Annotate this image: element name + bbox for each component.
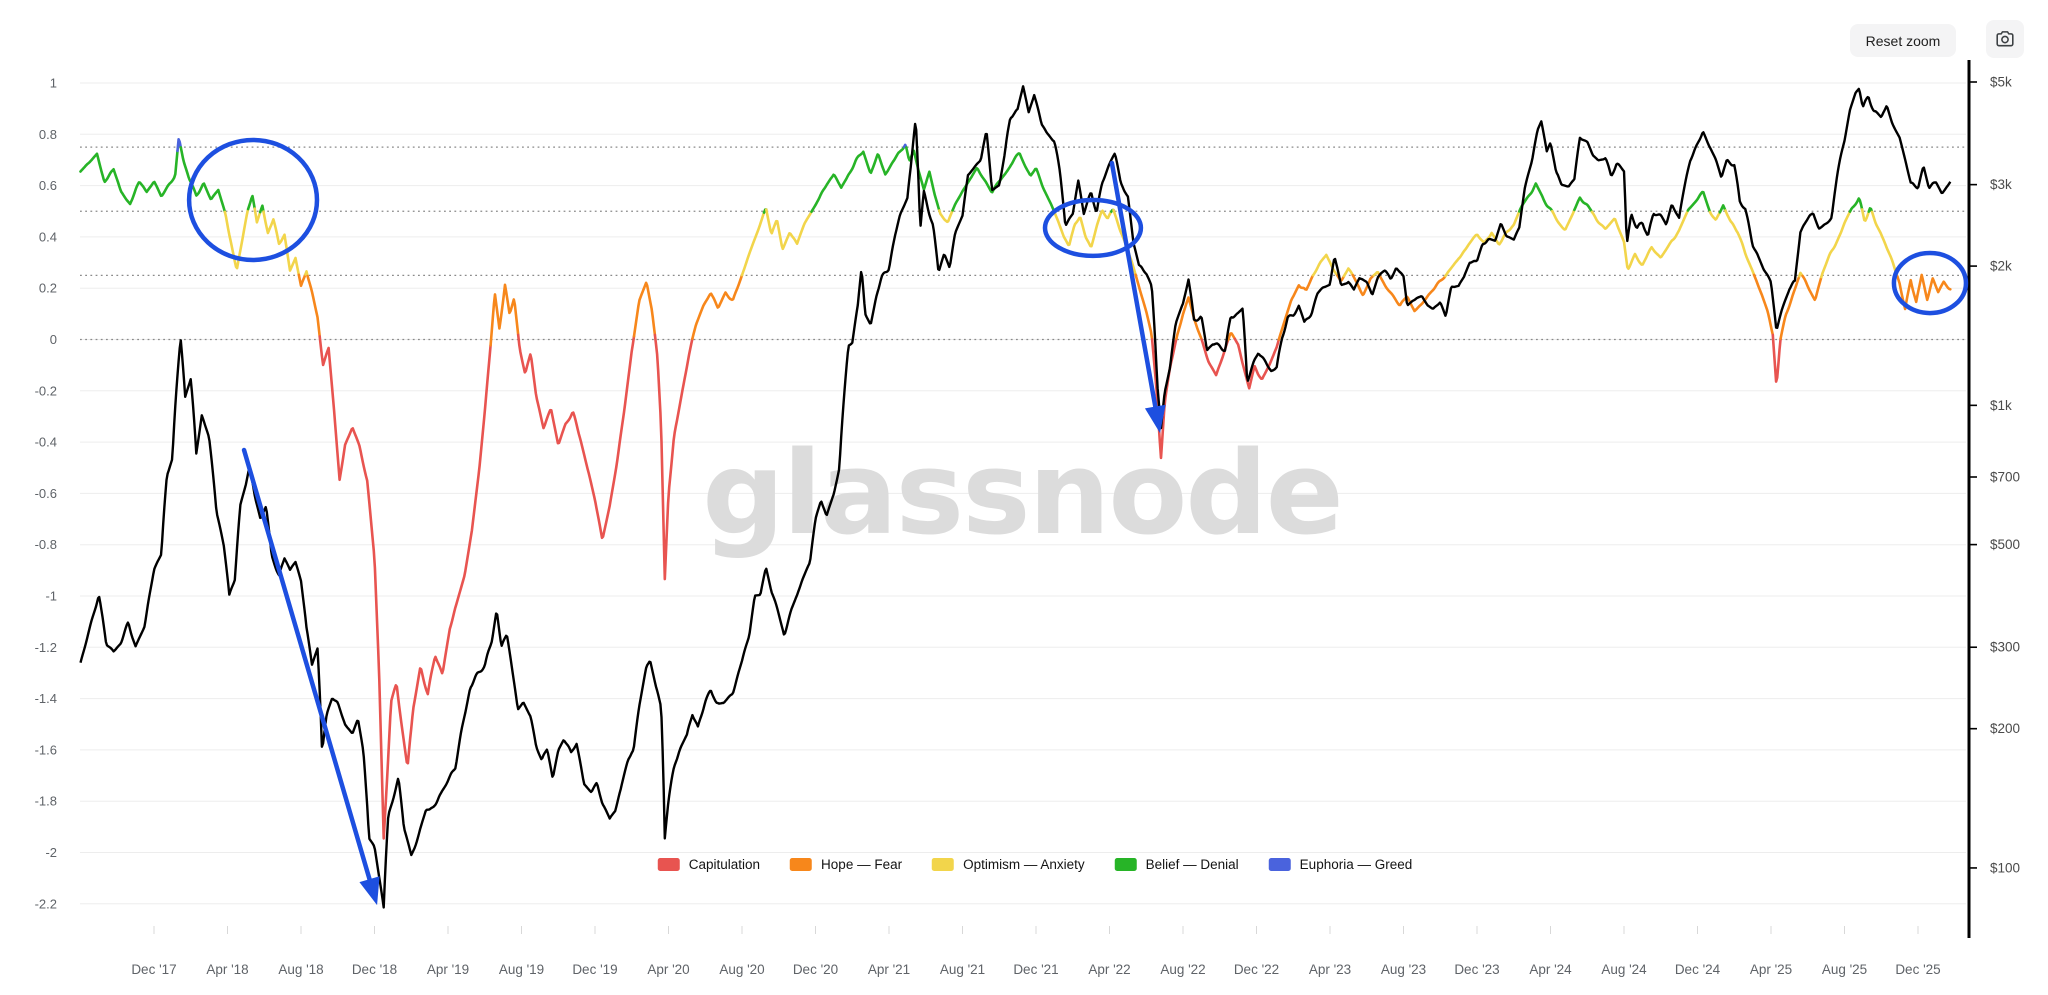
legend-label: Capitulation	[688, 857, 761, 872]
svg-text:Dec '20: Dec '20	[793, 962, 838, 977]
svg-text:Aug '24: Aug '24	[1601, 962, 1647, 977]
svg-text:-0.6: -0.6	[35, 486, 57, 501]
reset-zoom-button[interactable]: Reset zoom	[1850, 24, 1956, 57]
svg-text:Aug '25: Aug '25	[1822, 962, 1867, 977]
svg-text:-2: -2	[45, 845, 57, 860]
annotation-arrowhead	[1144, 404, 1166, 434]
svg-text:Dec '18: Dec '18	[352, 962, 397, 977]
svg-text:-1.8: -1.8	[35, 794, 57, 809]
svg-text:0.6: 0.6	[39, 178, 57, 193]
svg-text:$3k: $3k	[1990, 177, 2012, 192]
svg-text:$5k: $5k	[1990, 75, 2012, 90]
svg-text:$300: $300	[1990, 640, 2020, 655]
chart-legend: Capitulation Hope — Fear Optimism — Anxiet…	[657, 857, 1413, 872]
svg-text:Apr '23: Apr '23	[1309, 962, 1351, 977]
annotation-arrow-line	[1109, 160, 1160, 418]
left-axis-labels: 1 0.8 0.6 0.4 0.2 0 -0.2 -0.4 -0.6 -0.8 -1 -1.2 -1.4…	[35, 76, 57, 912]
svg-text:Apr '19: Apr '19	[427, 962, 469, 977]
annotations	[186, 137, 1969, 906]
svg-text:Dec '23: Dec '23	[1454, 962, 1499, 977]
svg-text:$200: $200	[1990, 721, 2020, 736]
svg-text:Apr '20: Apr '20	[647, 962, 689, 977]
svg-text:-0.2: -0.2	[35, 383, 57, 398]
svg-text:0.8: 0.8	[39, 127, 57, 142]
annotation-arrow-line	[241, 447, 375, 891]
svg-text:-0.4: -0.4	[35, 435, 57, 450]
annotation-circle	[1891, 250, 1969, 316]
glassnode-watermark: glassnode	[702, 427, 1341, 561]
legend-swatch	[1268, 858, 1291, 871]
svg-text:1: 1	[50, 76, 57, 91]
svg-text:-1: -1	[45, 589, 57, 604]
svg-text:Aug '18: Aug '18	[278, 962, 323, 977]
legend-item-optimism-anxiety[interactable]: Optimism — Anxiety	[932, 857, 1085, 872]
svg-text:-1.6: -1.6	[35, 742, 57, 757]
svg-text:Apr '24: Apr '24	[1529, 962, 1572, 977]
legend-swatch	[1114, 858, 1137, 871]
svg-text:$1k: $1k	[1990, 398, 2012, 413]
right-axis: $5k $3k $2k $1k $700 $500 $300 $200 $100	[1967, 60, 2020, 938]
legend-swatch	[790, 858, 813, 871]
legend-label: Euphoria — Greed	[1299, 857, 1413, 872]
svg-text:Aug '21: Aug '21	[940, 962, 985, 977]
gridlines	[80, 82, 1966, 905]
legend-item-capitulation[interactable]: Capitulation	[657, 857, 761, 872]
svg-text:Apr '22: Apr '22	[1088, 962, 1130, 977]
svg-text:Dec '19: Dec '19	[572, 962, 617, 977]
legend-label: Belief — Denial	[1145, 857, 1239, 872]
svg-text:Apr '25: Apr '25	[1750, 962, 1792, 977]
svg-text:0: 0	[50, 332, 57, 347]
svg-text:Apr '21: Apr '21	[868, 962, 910, 977]
svg-text:Aug '20: Aug '20	[719, 962, 764, 977]
svg-text:Aug '19: Aug '19	[499, 962, 544, 977]
svg-text:0.4: 0.4	[39, 229, 57, 244]
camera-button[interactable]	[1986, 20, 2024, 58]
svg-text:-1.4: -1.4	[35, 691, 57, 706]
svg-text:$500: $500	[1990, 537, 2020, 552]
svg-text:$700: $700	[1990, 470, 2020, 485]
legend-item-euphoria-greed[interactable]: Euphoria — Greed	[1268, 857, 1413, 872]
legend-swatch	[657, 858, 680, 871]
svg-text:Dec '25: Dec '25	[1895, 962, 1940, 977]
svg-text:-2.2: -2.2	[35, 896, 57, 911]
annotation-arrowhead	[359, 876, 380, 906]
legend-label: Hope — Fear	[821, 857, 903, 872]
svg-text:Dec '21: Dec '21	[1013, 962, 1058, 977]
legend-label: Optimism — Anxiety	[963, 857, 1085, 872]
price-series	[79, 85, 1952, 909]
svg-text:$100: $100	[1990, 860, 2020, 875]
svg-text:Aug '23: Aug '23	[1381, 962, 1426, 977]
svg-text:Apr '18: Apr '18	[206, 962, 248, 977]
legend-swatch	[932, 858, 955, 871]
svg-text:-0.8: -0.8	[35, 537, 57, 552]
x-axis-labels: Dec '17 Apr '18 Aug '18 Dec '18 Apr '19 Aug '…	[131, 926, 1941, 977]
annotation-circle	[186, 137, 320, 263]
svg-text:-1.2: -1.2	[35, 640, 57, 655]
svg-text:0.2: 0.2	[39, 281, 57, 296]
svg-text:$2k: $2k	[1990, 259, 2012, 274]
svg-text:Dec '24: Dec '24	[1675, 962, 1721, 977]
annotation-circle	[1042, 197, 1144, 259]
svg-text:Dec '17: Dec '17	[131, 962, 176, 977]
svg-text:Dec '22: Dec '22	[1234, 962, 1279, 977]
legend-item-belief-denial[interactable]: Belief — Denial	[1114, 857, 1239, 872]
camera-icon	[1994, 28, 2016, 50]
legend-item-hope-fear[interactable]: Hope — Fear	[790, 857, 902, 872]
svg-text:Aug '22: Aug '22	[1160, 962, 1205, 977]
